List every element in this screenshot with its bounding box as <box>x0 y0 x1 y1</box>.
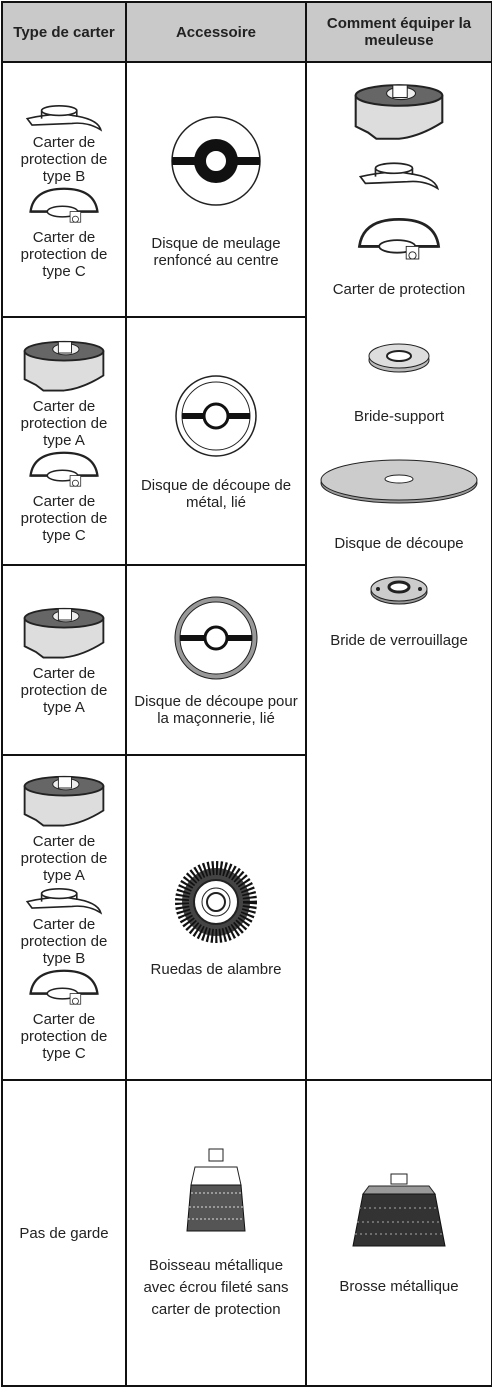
equip-label: Carter de protection <box>332 281 466 298</box>
guard-icon <box>16 338 112 398</box>
guard-icon <box>24 100 104 134</box>
equip-label: Brosse métallique <box>339 1277 459 1295</box>
guard-label: Carter de protection de type B <box>20 133 108 185</box>
equip-label: Bride de verrouillage <box>330 632 468 649</box>
guard-icon <box>26 449 102 493</box>
accessory-label: Disque de découpe pour la maçonnerie, li… <box>134 693 298 727</box>
equip-label: Bride-support <box>353 408 445 425</box>
equip-icon <box>320 459 478 504</box>
header-cell: Accessoire <box>125 1 307 63</box>
guard-label: Pas de garde <box>19 1224 109 1242</box>
guard-label: Carter de protection de type C <box>20 228 108 280</box>
guard-label: Carter de protection de type A <box>20 664 108 716</box>
equip-cell: Carter de protection Bride-support Disqu… <box>305 61 492 1081</box>
accessory-icon <box>171 115 261 206</box>
accessory-label: Disque de meulage renfoncé au centre <box>151 234 281 269</box>
accessory-cell: Boisseau métallique avec écrou fileté sa… <box>125 1079 307 1387</box>
header-cell: Type de carter <box>1 1 127 63</box>
accessory-cell: Disque de découpe pour la maçonnerie, li… <box>125 564 307 756</box>
accessory-cell: Disque de découpe de métal, lié <box>125 316 307 566</box>
accessory-icon <box>175 861 257 943</box>
guard-label: Carter de protection de type B <box>20 916 108 967</box>
guard-label: Carter de protection de type C <box>20 493 108 544</box>
guard-cell: Carter de protection de type B Carter de… <box>1 61 127 318</box>
guard-cell: Carter de protection de type A <box>1 564 127 756</box>
equip-icon <box>368 343 430 373</box>
equip-icon <box>352 1173 446 1246</box>
equip-label: Disque de découpe <box>334 535 464 552</box>
guard-icon <box>24 884 104 916</box>
guard-label: Carter de protection de type C <box>20 1011 108 1062</box>
accessory-icon <box>186 1148 246 1232</box>
equip-cell: Brosse métallique <box>305 1079 492 1387</box>
equip-icon <box>354 215 444 267</box>
guard-icon <box>26 185 102 229</box>
equip-icon <box>347 81 451 147</box>
accessory-icon <box>175 375 257 457</box>
accessory-cell: Disque de meulage renfoncé au centre <box>125 61 307 318</box>
guard-icon <box>26 967 102 1011</box>
accessory-icon <box>174 596 258 680</box>
accessory-label: Boisseau métallique avec écrou fileté sa… <box>143 1257 289 1318</box>
guard-icon <box>16 605 112 665</box>
guard-label: Carter de protection de type A <box>20 833 108 884</box>
accessory-label: Disque de découpe de métal, lié <box>140 477 292 511</box>
accessory-cell: Ruedas de alambre <box>125 754 307 1081</box>
accessory-label: Ruedas de alambre <box>150 961 282 978</box>
guard-icon <box>16 773 112 833</box>
guard-cell: Pas de garde <box>1 1079 127 1387</box>
guard-label: Carter de protection de type A <box>20 398 108 449</box>
equip-icon <box>357 157 441 193</box>
guard-cell: Carter de protection de type A Carter de… <box>1 316 127 566</box>
equip-icon <box>370 576 428 605</box>
guard-cell: Carter de protection de type A Carter de… <box>1 754 127 1081</box>
header-cell: Comment équiper la meuleuse <box>305 1 492 63</box>
